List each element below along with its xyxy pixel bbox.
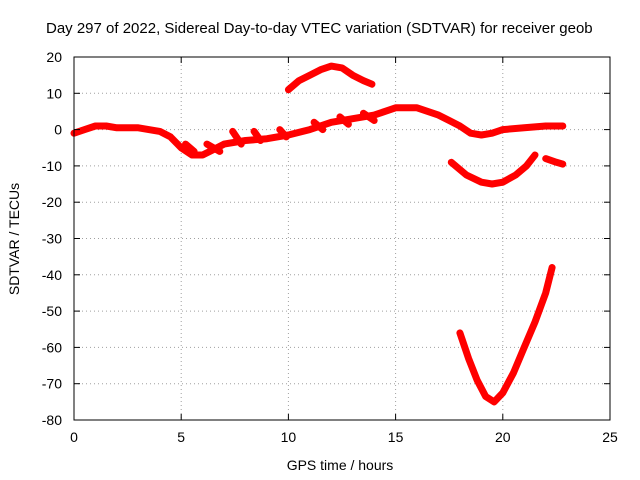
axis-ticks: 0 5 10 15 20 25 20 10 0 -10 -20 -30 -40 -50 -60 -70 -80 — [42, 49, 618, 445]
series-spike-6 — [310, 118, 327, 134]
series-right-segment — [542, 155, 567, 168]
x-tick-label: 10 — [281, 429, 297, 445]
y-tick-label: 0 — [54, 122, 62, 138]
y-tick-label: -70 — [42, 376, 62, 392]
series-upper-arc — [284, 62, 376, 94]
y-axis-label: SDTVAR / TECUs — [6, 183, 22, 295]
chart-title: Day 297 of 2022, Sidereal Day-to-day VTE… — [46, 20, 593, 37]
x-axis-label: GPS time / hours — [287, 457, 394, 473]
y-tick-label: -40 — [42, 267, 62, 283]
data-series-layer — [70, 62, 567, 406]
series-deep-arc — [456, 264, 556, 406]
y-tick-label: 10 — [46, 85, 62, 101]
series-spike-1 — [182, 140, 198, 155]
series-main-track — [70, 104, 567, 159]
y-tick-label: -10 — [42, 158, 62, 174]
x-tick-label: 15 — [388, 429, 404, 445]
series-spike-5 — [276, 126, 290, 141]
y-tick-label: -80 — [42, 412, 62, 428]
y-tick-label: -50 — [42, 303, 62, 319]
x-tick-label: 5 — [177, 429, 185, 445]
series-spike-4 — [250, 127, 264, 144]
y-tick-label: -30 — [42, 231, 62, 247]
y-tick-label: -60 — [42, 339, 62, 355]
x-tick-label: 0 — [70, 429, 78, 445]
y-tick-label: 20 — [46, 49, 62, 65]
grid-lines — [74, 57, 610, 420]
y-tick-label: -20 — [42, 194, 62, 210]
series-spike-2 — [203, 140, 224, 155]
x-tick-label: 25 — [602, 429, 618, 445]
series-spike-8 — [359, 109, 378, 124]
series-lower-arc — [447, 151, 539, 188]
series-spike-7 — [336, 113, 352, 128]
x-tick-label: 20 — [495, 429, 511, 445]
series-spike-3 — [229, 127, 245, 148]
